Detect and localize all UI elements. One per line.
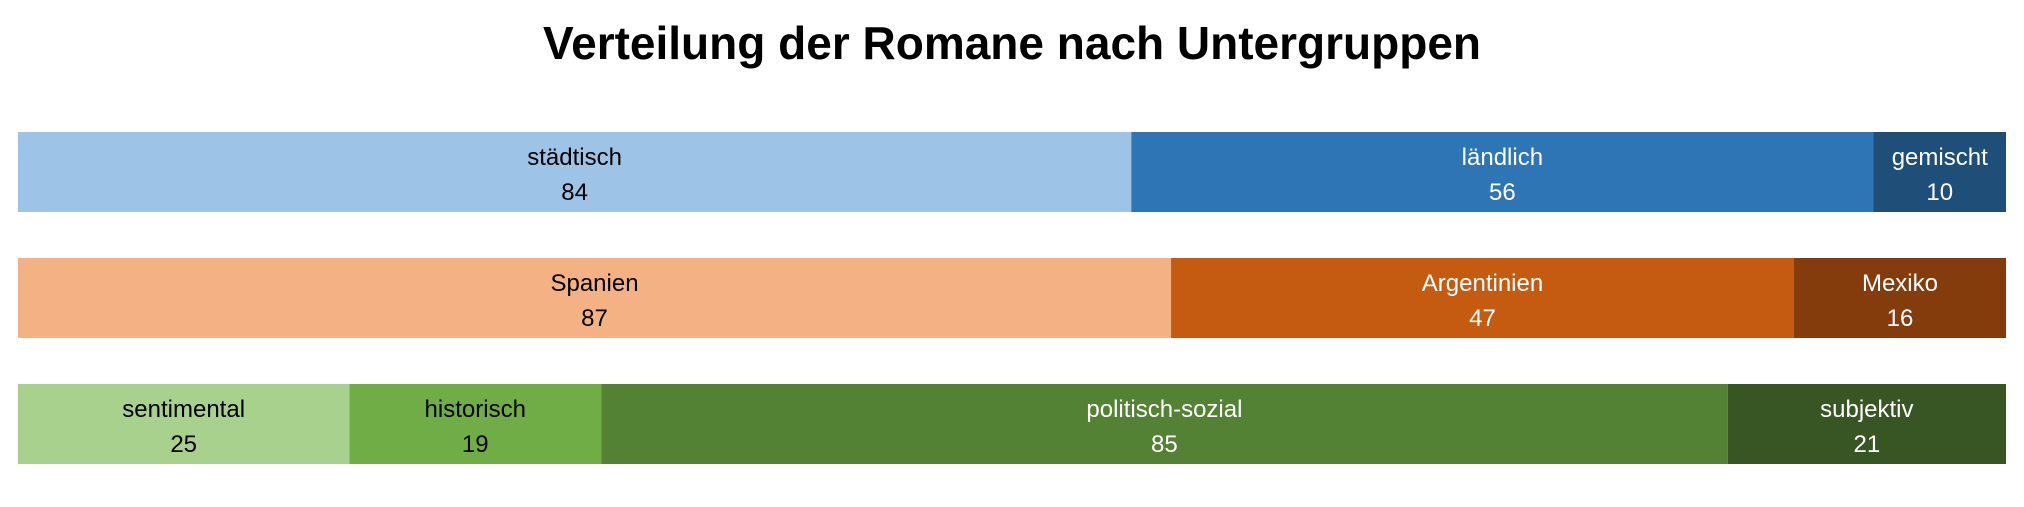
segment-label-politisch-sozial: politisch-sozial xyxy=(1086,396,1242,423)
bar-segment-gemischt xyxy=(1873,132,2006,212)
segment-value-argentinien: 47 xyxy=(1469,305,1496,332)
segment-label-subjektiv: subjektiv xyxy=(1820,396,1913,423)
bar-segment-sentimental xyxy=(18,384,350,464)
segment-value-spanien: 87 xyxy=(581,305,608,332)
bar-segment-mexiko xyxy=(1793,258,2006,338)
segment-label-argentinien: Argentinien xyxy=(1422,270,1543,297)
bar-row-3: sentimental 25 historisch 19 politisch-sozia… xyxy=(18,384,2006,464)
bar-segment-laendlich xyxy=(1131,132,1874,212)
segment-value-gemischt: 10 xyxy=(1926,179,1953,206)
bar-row-1: städtisch 84 ländlich 56 gemischt 10 xyxy=(18,132,2006,212)
bar-segment-staedtisch xyxy=(18,132,1132,212)
bar-segment-spanien xyxy=(18,258,1172,338)
segment-value-staedtisch: 84 xyxy=(561,179,588,206)
segment-label-gemischt: gemischt xyxy=(1892,144,1988,171)
segment-label-historisch: historisch xyxy=(425,396,526,423)
segment-label-mexiko: Mexiko xyxy=(1862,270,1938,297)
bar-segment-argentinien xyxy=(1171,258,1794,338)
segment-label-sentimental: sentimental xyxy=(122,396,245,423)
segment-value-laendlich: 56 xyxy=(1489,179,1516,206)
segment-value-historisch: 19 xyxy=(462,431,489,458)
chart-title: Verteilung der Romane nach Untergruppen xyxy=(542,17,1482,69)
bar-segment-subjektiv xyxy=(1727,384,2006,464)
segment-label-spanien: Spanien xyxy=(550,270,638,297)
segment-value-subjektiv: 21 xyxy=(1853,431,1880,458)
segment-label-laendlich: ländlich xyxy=(1462,144,1543,171)
segment-value-sentimental: 25 xyxy=(170,431,197,458)
bar-segment-politisch-sozial xyxy=(601,384,1728,464)
segment-value-mexiko: 16 xyxy=(1887,305,1914,332)
segment-value-politisch-sozial: 85 xyxy=(1151,431,1178,458)
bar-segment-historisch xyxy=(349,384,602,464)
bar-row-2: Spanien 87 Argentinien 47 Mexiko 16 xyxy=(18,258,2006,338)
segment-label-staedtisch: städtisch xyxy=(527,144,622,171)
